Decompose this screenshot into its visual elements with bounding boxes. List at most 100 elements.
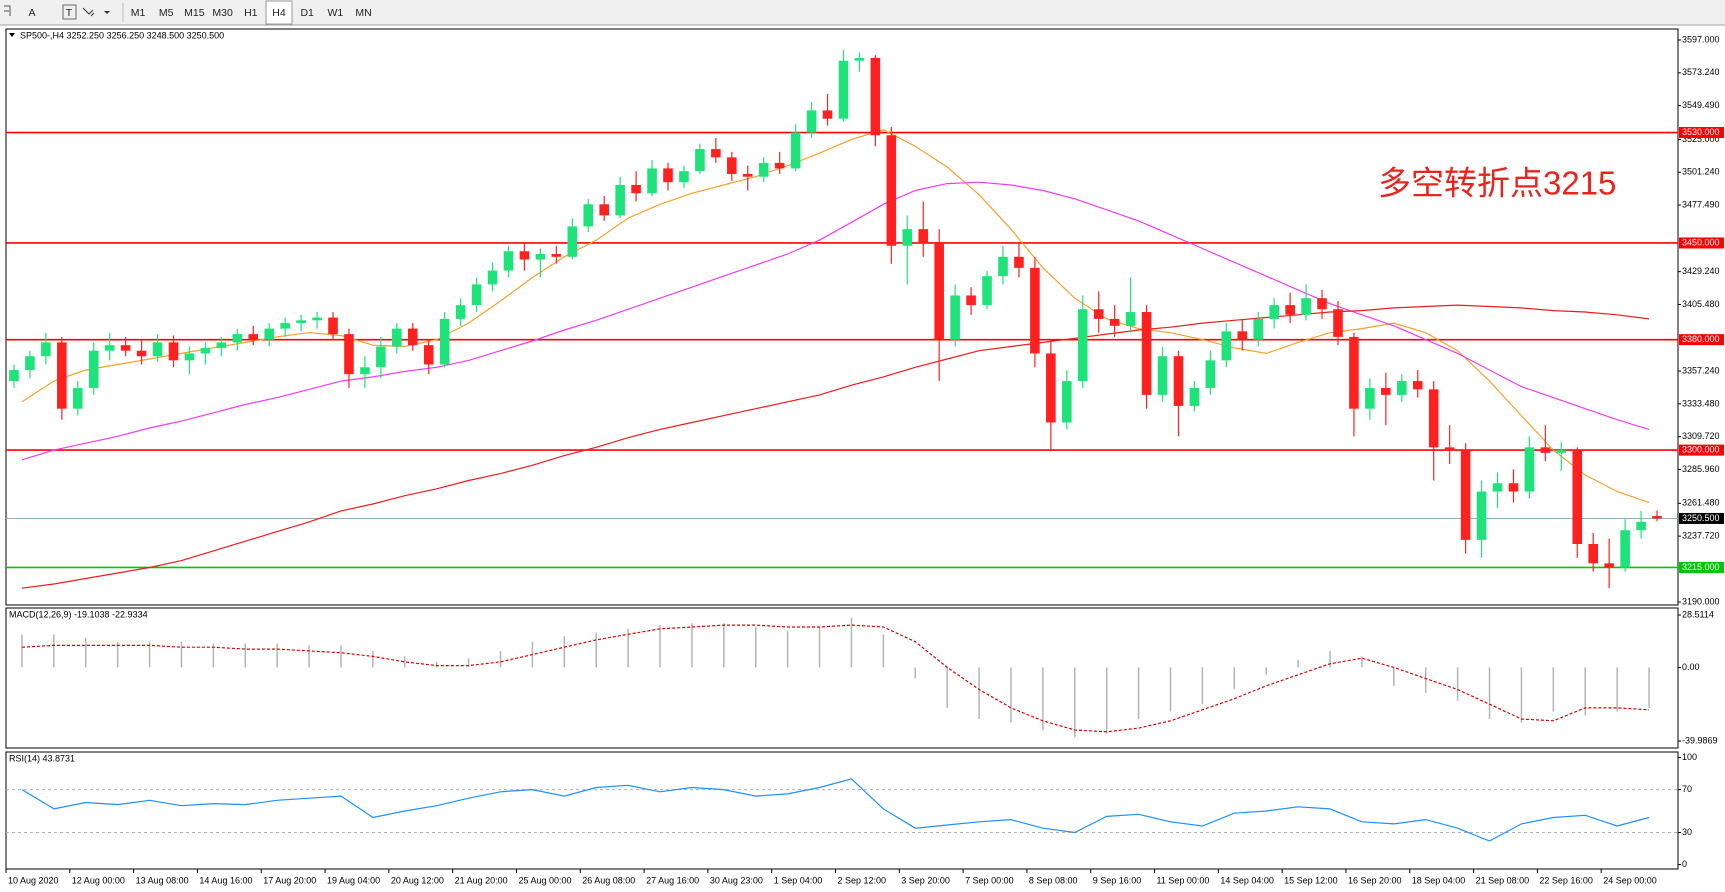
candle-body <box>695 149 705 172</box>
timeframe-button[interactable]: M5 <box>159 7 174 19</box>
candle-body <box>1046 353 1056 423</box>
toolbar <box>0 0 1725 25</box>
timeframe-button[interactable]: MN <box>355 7 371 19</box>
candle-body <box>360 367 370 375</box>
candle-body <box>1349 336 1359 409</box>
y-tick-label: 3309.720 <box>1682 431 1720 441</box>
x-tick-label: 10 Aug 2020 <box>8 875 59 885</box>
draw-tools-icon[interactable] <box>82 7 95 17</box>
x-tick-label: 25 Aug 00:00 <box>518 875 571 885</box>
timeframe-button[interactable]: H4 <box>272 7 286 19</box>
annotation: 多空转折点3215 <box>1378 165 1616 202</box>
candle-body <box>184 353 195 361</box>
candle-body <box>1412 381 1423 390</box>
x-tick-label: 2 Sep 12:00 <box>838 875 887 885</box>
x-tick-label: 14 Sep 04:00 <box>1220 875 1274 885</box>
y-tick-label: 3190.000 <box>1682 596 1720 606</box>
candle-body <box>471 284 482 306</box>
candle-body <box>1508 483 1519 492</box>
candle-body <box>1109 318 1120 326</box>
candle-body <box>344 334 354 375</box>
y-tick-label: 0 <box>1682 859 1687 869</box>
candle-body <box>1285 305 1295 315</box>
candle-body <box>152 342 163 357</box>
candle-body <box>1397 381 1407 395</box>
y-tick-label: 30 <box>1682 827 1692 837</box>
candle-body <box>1317 298 1327 310</box>
y-tick-label: 3429.240 <box>1682 266 1720 276</box>
candle-body <box>296 320 306 324</box>
candle-body <box>407 328 418 346</box>
timeframe-button[interactable]: M1 <box>131 7 146 19</box>
y-tick-label: -39.9869 <box>1682 735 1718 745</box>
candle-body <box>599 204 609 216</box>
last-price-tag <box>1679 512 1724 524</box>
candle-body <box>1652 516 1662 519</box>
candle-body <box>1221 331 1232 361</box>
level-price-tag <box>1679 334 1724 346</box>
candle-body <box>742 173 753 177</box>
candle-body <box>727 157 737 174</box>
dropdown-arrow[interactable] <box>104 11 110 14</box>
candle-body <box>982 276 992 306</box>
candle-body <box>1205 360 1216 388</box>
x-tick-label: 16 Sep 20:00 <box>1348 875 1402 885</box>
y-tick-label: 3525.000 <box>1682 134 1720 144</box>
x-tick-label: 9 Sep 16:00 <box>1093 875 1142 885</box>
candle-body <box>1077 309 1088 382</box>
candle-body <box>200 347 211 354</box>
candle-body <box>392 328 402 347</box>
panel-title: MACD(12,26,9) -19.1038 -22.9334 <box>9 609 148 619</box>
moving-average <box>21 304 1650 589</box>
candle-body <box>1556 450 1567 453</box>
cursor-icon[interactable] <box>4 5 11 16</box>
x-tick-label: 1 Sep 04:00 <box>774 875 823 885</box>
candle-body <box>328 317 338 335</box>
timeframe-button[interactable]: D1 <box>300 7 314 19</box>
candle-body <box>950 295 960 340</box>
x-tick-label: 18 Sep 04:00 <box>1412 875 1466 885</box>
timeframe-button[interactable]: H1 <box>244 7 258 19</box>
candle-body <box>1524 447 1535 492</box>
candle-body <box>1381 387 1391 395</box>
candle-body <box>25 356 35 371</box>
candle-body <box>1476 491 1487 540</box>
timeframe-button[interactable]: M30 <box>212 7 233 19</box>
x-tick-label: 14 Aug 16:00 <box>199 875 252 885</box>
x-tick-label: 7 Sep 00:00 <box>965 875 1014 885</box>
candle-body <box>1492 483 1503 492</box>
candle-body <box>1460 450 1471 540</box>
candle-body <box>57 342 67 409</box>
candle-body <box>806 110 817 133</box>
y-tick-label: 3405.480 <box>1682 299 1720 309</box>
panel-frame <box>5 607 1679 749</box>
level-price-tag <box>1679 127 1724 139</box>
timeframe-button[interactable]: M15 <box>184 7 205 19</box>
tool-button[interactable]: A <box>28 7 35 19</box>
tool-button[interactable]: T <box>66 7 73 19</box>
candle-body <box>168 342 179 361</box>
candle-body <box>41 342 51 357</box>
panel-frame <box>5 28 1679 606</box>
rsi-line <box>21 778 1650 842</box>
panel-title: SP500-,H4 3252.250 3256.250 3248.500 325… <box>20 30 224 40</box>
timeframe-button[interactable]: W1 <box>328 7 344 19</box>
candle-body <box>136 350 147 357</box>
candle-body <box>774 162 785 169</box>
candle-body <box>1173 356 1184 406</box>
candle-body <box>790 132 801 169</box>
candle-body <box>312 317 322 321</box>
level-price-label: 3380.000 <box>1682 334 1720 344</box>
candle-body <box>918 229 929 243</box>
candle-body <box>216 342 227 348</box>
candle-body <box>615 184 625 216</box>
y-tick-label: 3237.720 <box>1682 530 1720 540</box>
y-tick-label: 3477.490 <box>1682 199 1720 209</box>
x-tick-label: 8 Sep 08:00 <box>1029 875 1078 885</box>
candle-body <box>1269 305 1279 319</box>
level-price-tag <box>1679 237 1724 249</box>
x-tick-label: 3 Sep 20:00 <box>901 875 950 885</box>
candle-body <box>1572 450 1583 545</box>
candle-body <box>711 149 721 158</box>
candle-body <box>72 387 83 409</box>
